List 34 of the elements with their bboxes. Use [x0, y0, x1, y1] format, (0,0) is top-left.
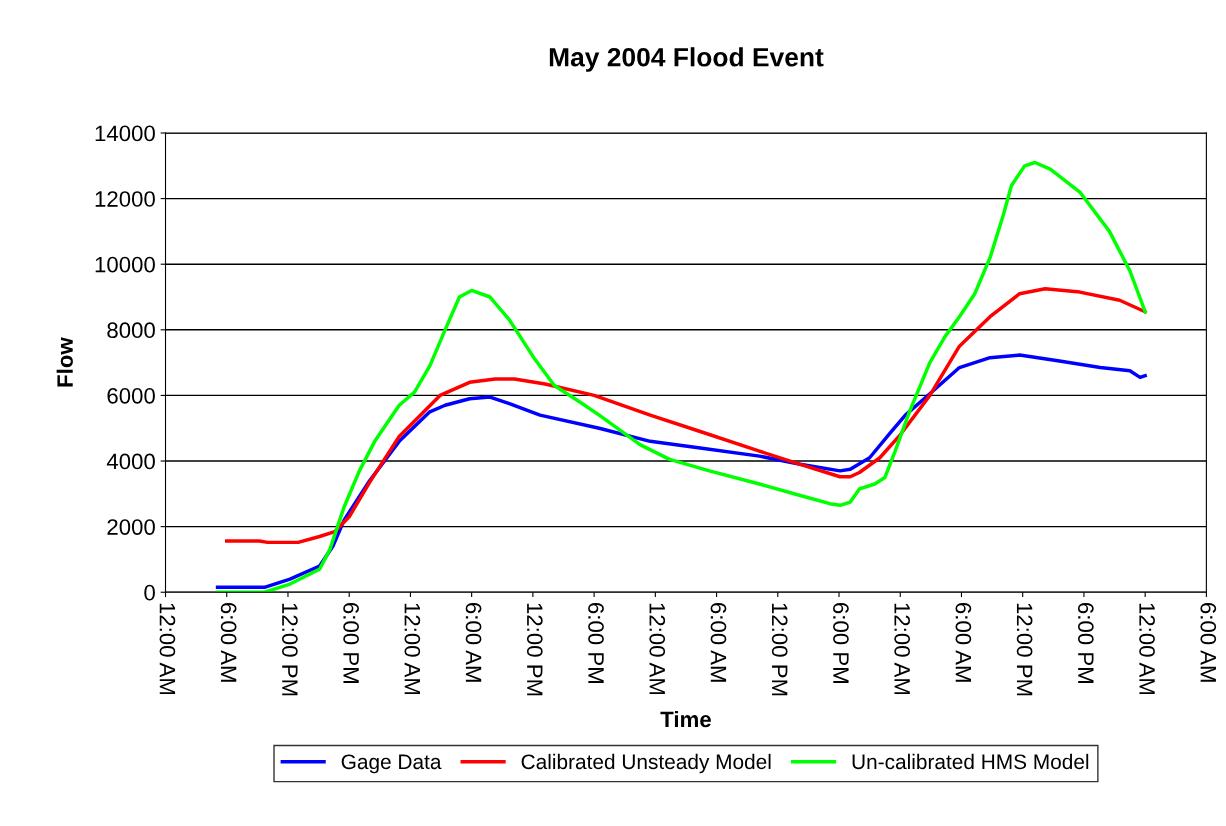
x-tick-label: 6:00 AM: [955, 603, 972, 682]
x-tick-label: 6:00 AM: [1200, 603, 1217, 682]
x-tick-label: 12:00 PM: [771, 603, 788, 696]
line-series: [225, 287, 1147, 545]
legend-label: Un-calibrated HMS Model: [852, 753, 1089, 770]
x-axis-title: Time: [660, 710, 711, 728]
y-tick-label: 14000: [95, 125, 155, 142]
x-tick-label: 12:00 AM: [649, 603, 666, 695]
y-axis-title: Flow: [56, 337, 73, 387]
x-tick-label: 12:00 PM: [282, 603, 298, 696]
y-tick-label: 8000: [107, 322, 155, 339]
y-tick-label: 10000: [95, 256, 155, 273]
y-tick-label: 0: [144, 584, 155, 601]
y-tick-label: 6000: [107, 387, 155, 404]
x-tick-label: 6:00 PM: [1077, 603, 1094, 683]
legend-label: Calibrated Unsteady Model: [521, 753, 771, 774]
x-tick-label: 12:00 AM: [159, 603, 176, 695]
x-tick-label: 12:00 AM: [404, 603, 421, 695]
x-tick-label: 12:00 PM: [526, 603, 543, 696]
y-tick-label: 4000: [106, 453, 155, 470]
x-tick-label: 6:00 PM: [588, 603, 604, 683]
y-tick-label: 12000: [95, 191, 155, 207]
x-tick-label: 6:00 AM: [710, 603, 727, 682]
legend-label: Gage Data: [341, 754, 442, 774]
x-tick-label: 12:00 PM: [1016, 603, 1033, 696]
chart-title: May 2004 Flood Event: [549, 47, 824, 72]
x-tick-label: 12:00 AM: [894, 603, 911, 695]
y-tick-label: 2000: [107, 519, 155, 535]
x-tick-label: 6:00 PM: [833, 603, 849, 683]
x-tick-label: 6:00 PM: [343, 603, 359, 683]
x-tick-label: 6:00 AM: [465, 603, 482, 682]
line-series: [215, 160, 1147, 593]
x-tick-label: 6:00 AM: [220, 603, 237, 682]
x-tick-label: 12:00 AM: [1139, 603, 1155, 695]
